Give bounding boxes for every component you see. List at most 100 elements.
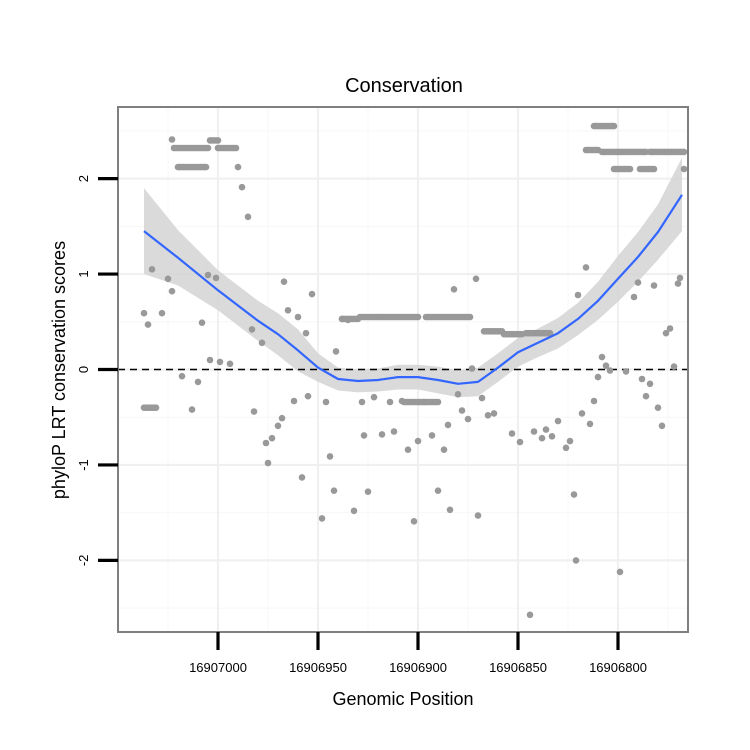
data-point — [386, 398, 394, 406]
data-point — [284, 307, 292, 314]
data-point — [616, 568, 624, 576]
data-point — [202, 163, 210, 171]
data-point — [330, 487, 338, 495]
data-point — [654, 404, 662, 412]
data-point — [216, 358, 224, 366]
data-point — [198, 319, 206, 327]
data-point — [606, 367, 614, 374]
data-point — [570, 491, 578, 498]
data-point — [638, 375, 646, 383]
data-point — [508, 430, 516, 437]
data-point — [478, 394, 486, 402]
data-point — [264, 459, 272, 467]
y-axis-title: phyloP LRT conservation scores — [49, 241, 69, 499]
confidence-ribbon-layer — [144, 157, 682, 398]
chart-title: Conservation — [345, 75, 463, 97]
data-point — [294, 313, 302, 321]
x-tick-label: 16906900 — [389, 660, 447, 675]
x-tick-label: 16906800 — [589, 660, 647, 675]
data-point — [538, 434, 546, 442]
data-point — [248, 326, 256, 333]
data-point — [404, 446, 412, 454]
data-point — [680, 165, 688, 173]
data-point — [590, 397, 598, 405]
data-point — [158, 309, 166, 317]
x-axis: 16907000 16906950 16906900 16906850 16906800 — [189, 632, 647, 675]
data-point — [454, 391, 462, 398]
data-point — [440, 446, 448, 454]
data-point — [234, 163, 242, 171]
data-point — [598, 353, 606, 361]
data-point — [622, 368, 630, 375]
data-point — [626, 165, 634, 173]
data-point — [378, 431, 386, 438]
data-point — [258, 339, 266, 347]
data-point — [298, 474, 306, 481]
data-point — [360, 432, 368, 439]
data-point — [646, 380, 654, 388]
data-point — [390, 428, 398, 435]
smooth-fit-line — [143, 194, 683, 385]
data-point — [546, 329, 554, 337]
data-point — [238, 183, 246, 191]
data-point — [444, 421, 452, 429]
data-point — [168, 287, 176, 295]
data-point — [326, 453, 334, 460]
data-point — [658, 422, 666, 430]
data-point — [268, 434, 276, 442]
data-point — [650, 165, 658, 173]
data-point — [144, 321, 152, 328]
data-point — [680, 148, 688, 156]
data-point — [194, 378, 202, 386]
data-point — [530, 428, 538, 435]
data-point — [434, 487, 442, 495]
data-point — [370, 393, 378, 401]
data-point — [364, 488, 372, 496]
data-point — [526, 611, 534, 619]
data-point — [662, 329, 670, 337]
x-axis-title: Genomic Position — [332, 689, 473, 709]
data-point — [322, 398, 330, 406]
data-point — [232, 144, 240, 152]
data-point — [562, 444, 570, 452]
data-point — [490, 410, 498, 417]
smooth-fit-layer — [143, 194, 683, 385]
data-point — [674, 280, 682, 287]
y-tick-label: -1 — [76, 459, 91, 471]
data-point — [566, 437, 574, 445]
data-point — [464, 415, 472, 423]
data-point — [140, 309, 148, 317]
data-point — [434, 398, 442, 406]
data-point — [206, 356, 214, 364]
data-point — [548, 433, 556, 440]
data-point — [572, 557, 580, 564]
data-point — [466, 313, 474, 321]
data-point — [290, 397, 298, 405]
data-point — [278, 414, 286, 422]
data-point — [304, 392, 312, 400]
data-point — [642, 392, 650, 400]
y-tick-label: 1 — [76, 270, 91, 277]
data-point — [214, 137, 222, 144]
data-point — [308, 290, 316, 298]
points-layer — [140, 122, 688, 619]
data-point — [574, 291, 582, 299]
data-point — [358, 398, 366, 406]
data-point — [414, 313, 422, 321]
data-point — [250, 408, 258, 415]
data-point — [350, 507, 358, 515]
y-tick-label: 2 — [76, 175, 91, 182]
data-point — [586, 420, 594, 428]
x-tick-label: 16907000 — [189, 660, 247, 675]
y-tick-label: -2 — [76, 555, 91, 567]
data-point — [594, 373, 602, 381]
confidence-ribbon — [144, 157, 682, 398]
y-axis: -2 -1 0 1 2 — [76, 175, 118, 566]
data-point — [450, 286, 458, 293]
data-point — [280, 278, 288, 286]
data-point — [148, 266, 156, 273]
data-point — [188, 406, 196, 413]
data-point — [634, 279, 642, 286]
data-point — [670, 363, 678, 370]
